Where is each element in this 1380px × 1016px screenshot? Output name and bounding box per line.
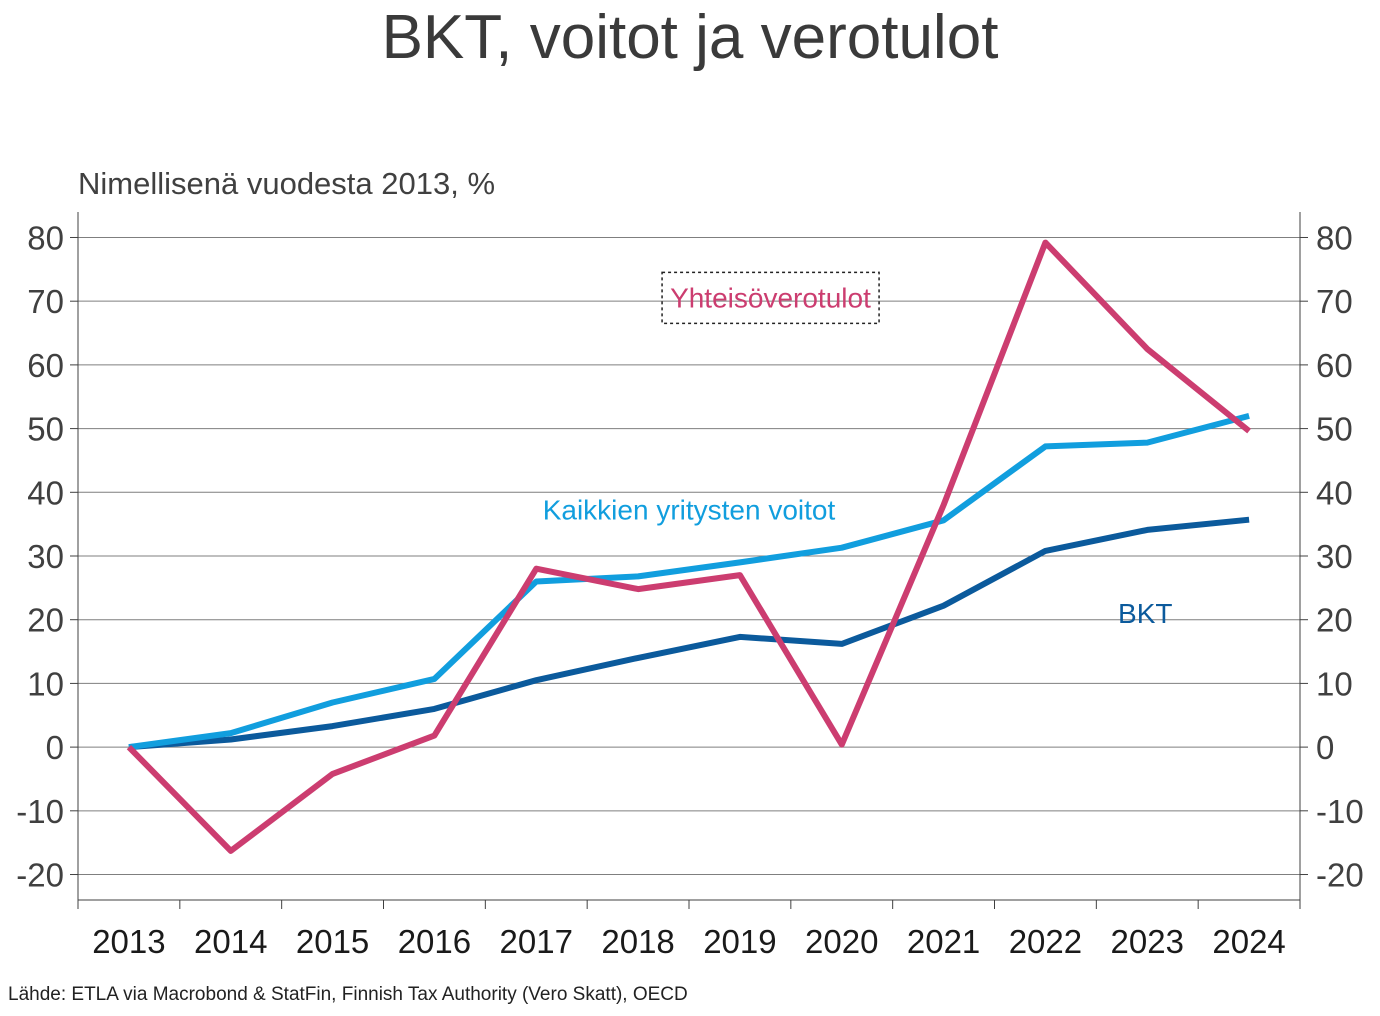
chart-title: BKT, voitot ja verotulot bbox=[381, 3, 999, 72]
series-line bbox=[128, 412, 1250, 751]
chart-subtitle: Nimellisenä vuodesta 2013, % bbox=[78, 166, 496, 201]
x-tick-label: 2023 bbox=[1111, 923, 1184, 960]
y-tick-label-left: 40 bbox=[27, 474, 64, 511]
y-tick-label-left: 80 bbox=[27, 219, 64, 256]
source-note: Lähde: ETLA via Macrobond & StatFin, Fin… bbox=[8, 984, 688, 1005]
x-tick-label: 2024 bbox=[1212, 923, 1285, 960]
series-labels: BKT Kaikkien yritysten voitot Yhteisöverot… bbox=[543, 271, 1172, 629]
x-tick-label: 2016 bbox=[398, 923, 471, 960]
x-tick-label: 2018 bbox=[601, 923, 674, 960]
y-tick-label-left: 10 bbox=[27, 665, 64, 702]
y-tick-label-left: 50 bbox=[27, 411, 64, 448]
series-lines bbox=[126, 239, 1251, 854]
x-tick-label: 2020 bbox=[805, 923, 878, 960]
x-tick-label: 2014 bbox=[194, 923, 267, 960]
x-tick-label: 2017 bbox=[500, 923, 573, 960]
y-tick-label-right: -20 bbox=[1316, 857, 1364, 894]
x-tick-label: 2019 bbox=[703, 923, 776, 960]
y-tick-label-left: 60 bbox=[27, 347, 64, 384]
y-tick-label-right: 60 bbox=[1316, 347, 1353, 384]
x-tick-label: 2022 bbox=[1009, 923, 1082, 960]
y-tick-label-left: -20 bbox=[16, 857, 64, 894]
y-tick-label-left: 30 bbox=[27, 538, 64, 575]
y-tick-label-right: 50 bbox=[1316, 411, 1353, 448]
series-label-bkt: BKT bbox=[1118, 598, 1172, 629]
y-tick-label-right: 20 bbox=[1316, 602, 1353, 639]
x-tick-label: 2013 bbox=[92, 923, 165, 960]
series-label-box bbox=[661, 271, 880, 325]
y-tick-label-right: 40 bbox=[1316, 474, 1353, 511]
y-tick-label-left: 0 bbox=[46, 729, 64, 766]
y-tick-label-right: 30 bbox=[1316, 538, 1353, 575]
series-label-yhteisoverotulot: Yhteisöverotulot bbox=[670, 282, 871, 313]
y-tick-label-left: 70 bbox=[27, 283, 64, 320]
y-tick-label-left: -10 bbox=[16, 793, 64, 830]
y-tick-label-right: 0 bbox=[1316, 729, 1334, 766]
gridlines bbox=[78, 236, 1300, 876]
series-line bbox=[126, 239, 1251, 854]
y-tick-label-left: 20 bbox=[27, 602, 64, 639]
x-tick-label: 2021 bbox=[907, 923, 980, 960]
x-tick-label: 2015 bbox=[296, 923, 369, 960]
series-line bbox=[128, 516, 1250, 751]
y-tick-label-right: -10 bbox=[1316, 793, 1364, 830]
y-tick-label-right: 70 bbox=[1316, 283, 1353, 320]
series-label-voitot: Kaikkien yritysten voitot bbox=[543, 495, 836, 526]
y-tick-label-right: 10 bbox=[1316, 665, 1353, 702]
y-tick-label-right: 80 bbox=[1316, 219, 1353, 256]
